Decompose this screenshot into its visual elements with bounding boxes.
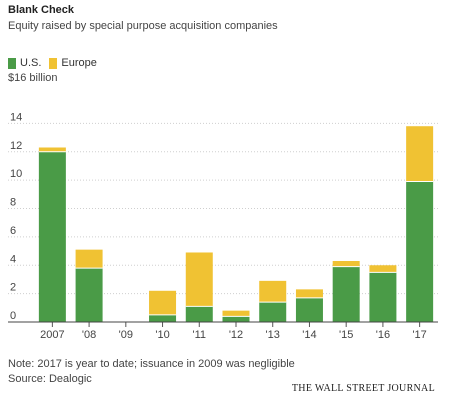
y-tick-label: 4 bbox=[10, 253, 16, 265]
bar-us bbox=[38, 151, 66, 322]
x-tick-label: '09 bbox=[119, 329, 133, 341]
legend-swatch-europe bbox=[49, 57, 58, 69]
bar-europe bbox=[295, 289, 323, 298]
chart-source: Source: Dealogic bbox=[8, 373, 92, 385]
y-tick-label: 14 bbox=[10, 111, 22, 123]
y-tick-label: 6 bbox=[10, 225, 16, 237]
x-tick-label: '10 bbox=[155, 329, 169, 341]
bar-us bbox=[259, 302, 287, 322]
bar-europe bbox=[259, 280, 287, 303]
y-tick-label: 10 bbox=[10, 168, 22, 180]
legend-label-us: U.S. bbox=[20, 57, 42, 69]
bar-europe bbox=[406, 126, 434, 182]
bar-us bbox=[332, 266, 360, 322]
legend: U.S. Europe bbox=[8, 57, 105, 69]
x-tick-label: '14 bbox=[302, 329, 316, 341]
y-tick-label: 2 bbox=[10, 282, 16, 294]
y-tick-label: 8 bbox=[10, 197, 16, 209]
bar-us bbox=[185, 306, 213, 322]
bar-us bbox=[222, 316, 250, 322]
x-tick-label: '08 bbox=[82, 329, 96, 341]
bar-us bbox=[295, 297, 323, 322]
bar-europe bbox=[222, 310, 250, 317]
x-tick-label: '15 bbox=[339, 329, 353, 341]
bar-europe bbox=[185, 252, 213, 307]
bar-europe bbox=[149, 290, 177, 315]
bar-us bbox=[369, 272, 397, 322]
x-tick-label: '17 bbox=[412, 329, 426, 341]
y-tick-label: 0 bbox=[10, 310, 16, 322]
bar-us bbox=[149, 314, 177, 322]
y-tick-label: 12 bbox=[10, 140, 22, 152]
bar-europe bbox=[332, 260, 360, 267]
bar-europe bbox=[38, 147, 66, 152]
legend-swatch-us bbox=[8, 57, 16, 69]
chart-note: Note: 2017 is year to date; issuance in … bbox=[8, 358, 295, 370]
x-tick-label: '11 bbox=[193, 329, 207, 341]
bar-us bbox=[75, 268, 103, 322]
bar-europe bbox=[75, 249, 103, 269]
x-tick-label: '13 bbox=[266, 329, 280, 341]
x-tick-label: '16 bbox=[376, 329, 390, 341]
y-unit-label: $16 billion bbox=[8, 72, 58, 84]
legend-label-europe: Europe bbox=[61, 57, 97, 69]
legend-item-us: U.S. bbox=[8, 57, 41, 69]
chart-title: Blank Check bbox=[8, 4, 75, 16]
x-tick-label: '12 bbox=[229, 329, 243, 341]
bar-europe bbox=[369, 265, 397, 273]
chart-subtitle: Equity raised by special purpose acquisi… bbox=[8, 20, 278, 32]
x-tick-label: 2007 bbox=[40, 329, 64, 341]
publisher-brand: THE WALL STREET JOURNAL bbox=[291, 383, 435, 394]
legend-item-europe: Europe bbox=[49, 57, 97, 69]
bar-us bbox=[406, 181, 434, 322]
